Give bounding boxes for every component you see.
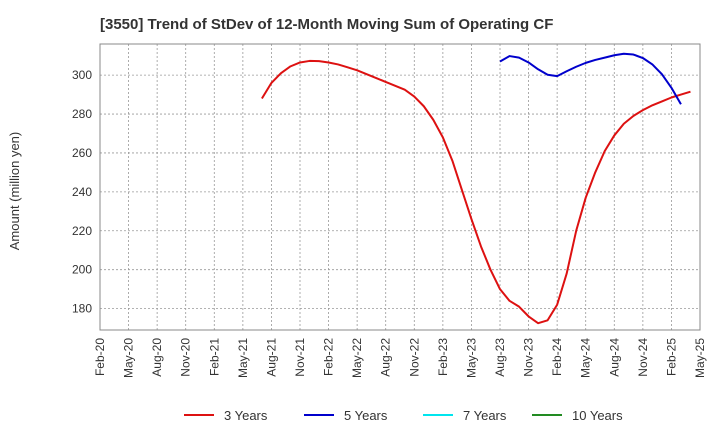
x-tick-label: Nov-20 [179, 338, 193, 377]
x-tick-label: Nov-22 [407, 338, 421, 377]
x-tick-label: Aug-22 [379, 338, 393, 377]
x-tick-label: May-23 [464, 338, 478, 378]
x-tick-label: Feb-20 [93, 338, 107, 376]
plot-area [99, 43, 701, 331]
y-tick-label: 260 [72, 146, 92, 160]
chart-title: [3550] Trend of StDev of 12-Month Moving… [100, 16, 553, 33]
legend: 3 Years 5 Years 7 Years 10 Years [184, 408, 623, 423]
x-tick-label: Nov-21 [293, 338, 307, 377]
x-tick-label: May-20 [122, 338, 136, 378]
y-axis-label: Amount (million yen) [7, 132, 22, 251]
x-tick-label: May-25 [693, 338, 707, 378]
series-line-1 [499, 52, 682, 105]
grid [100, 44, 700, 330]
x-tick-label: Feb-21 [207, 338, 221, 376]
legend-label: 3 Years [224, 408, 268, 423]
x-tick-label: Aug-21 [264, 338, 278, 377]
x-tick-label: May-21 [236, 338, 250, 378]
y-tick-label: 280 [72, 107, 92, 121]
x-tick-label: Feb-23 [436, 338, 450, 376]
x-tick-label: Feb-22 [322, 338, 336, 376]
y-tick-label: 180 [72, 302, 92, 316]
x-tick-label: Nov-24 [636, 338, 650, 377]
x-tick-label: Feb-25 [664, 338, 678, 376]
legend-label: 10 Years [572, 408, 623, 423]
x-tick-label: Aug-20 [150, 338, 164, 377]
x-tick-label: Aug-24 [607, 338, 621, 377]
series-line-0 [261, 59, 691, 325]
x-tick-label: May-22 [350, 338, 364, 378]
x-tick-label: Nov-23 [522, 338, 536, 377]
y-tick-label: 300 [72, 68, 92, 82]
y-tick-label: 200 [72, 263, 92, 277]
x-tick-label: Aug-23 [493, 338, 507, 377]
series-lines [261, 52, 691, 325]
x-tick-label: Feb-24 [550, 338, 564, 376]
x-tick-label: May-24 [579, 338, 593, 378]
legend-label: 5 Years [344, 408, 388, 423]
x-axis: Feb-20 May-20 Aug-20 Nov-20 Feb-21 May-21 Aug-… [93, 338, 707, 378]
y-tick-label: 240 [72, 185, 92, 199]
legend-label: 7 Years [463, 408, 507, 423]
y-axis: 180 200 220 240 260 280 300 [72, 68, 92, 315]
y-tick-label: 220 [72, 224, 92, 238]
